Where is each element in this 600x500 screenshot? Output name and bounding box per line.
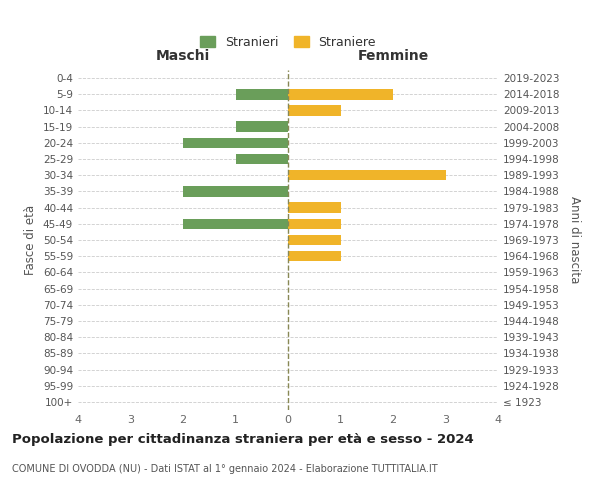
Text: Femmine: Femmine [358, 49, 428, 63]
Bar [288, 170, 445, 180]
Text: Maschi: Maschi [156, 49, 210, 63]
Text: COMUNE DI OVODDA (NU) - Dati ISTAT al 1° gennaio 2024 - Elaborazione TUTTITALIA.: COMUNE DI OVODDA (NU) - Dati ISTAT al 1°… [12, 464, 437, 474]
Y-axis label: Anni di nascita: Anni di nascita [568, 196, 581, 284]
Bar [235, 89, 288, 100]
Bar [183, 186, 288, 196]
Bar [183, 138, 288, 148]
Bar [288, 105, 341, 116]
Bar [235, 122, 288, 132]
Bar [288, 202, 341, 213]
Bar [288, 234, 341, 246]
Bar [288, 89, 393, 100]
Y-axis label: Fasce di età: Fasce di età [25, 205, 37, 275]
Legend: Stranieri, Straniere: Stranieri, Straniere [196, 32, 380, 52]
Bar [235, 154, 288, 164]
Bar [288, 218, 341, 229]
Text: Popolazione per cittadinanza straniera per età e sesso - 2024: Popolazione per cittadinanza straniera p… [12, 432, 474, 446]
Bar [183, 218, 288, 229]
Bar [288, 251, 341, 262]
